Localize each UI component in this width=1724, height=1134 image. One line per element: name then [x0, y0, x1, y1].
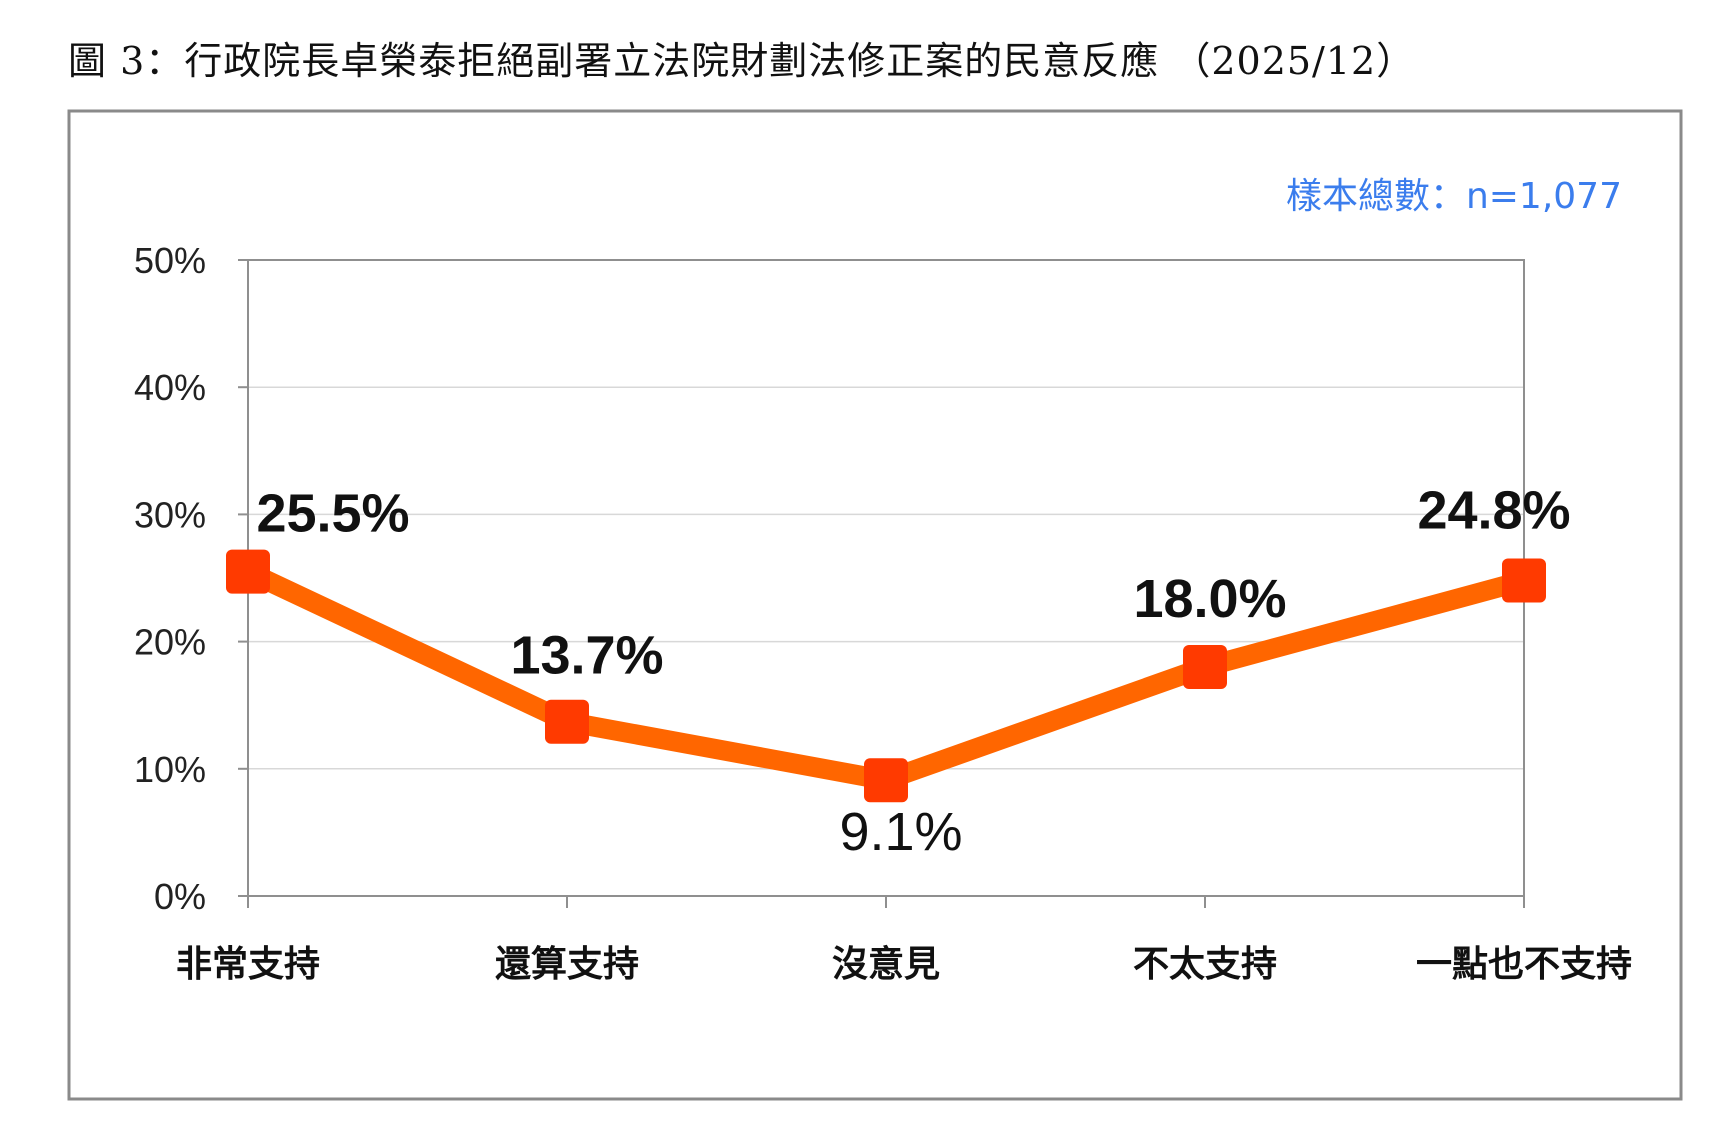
data-point — [1502, 558, 1546, 603]
y-tick-label: 0% — [154, 876, 206, 917]
data-label: 24.8% — [1417, 481, 1570, 541]
sample-size-note: 樣本總數：n=1,077 — [1286, 176, 1622, 217]
data-label: 9.1% — [839, 802, 962, 862]
data-label: 18.0% — [1133, 569, 1286, 629]
data-markers — [226, 549, 1546, 803]
x-category-label: 沒意見 — [832, 944, 940, 985]
y-tick-label: 10% — [134, 749, 206, 790]
data-point — [1183, 645, 1227, 690]
x-axis-tick-marks — [247, 896, 1525, 908]
y-tick-label: 40% — [134, 367, 206, 408]
y-tick-label: 20% — [134, 622, 206, 663]
data-label: 25.5% — [256, 484, 409, 544]
y-axis-ticks: 0% 10% 20% 30% 40% 50% — [134, 240, 248, 917]
y-tick-label: 50% — [134, 240, 206, 281]
x-category-label: 一點也不支持 — [1416, 944, 1632, 985]
data-label: 13.7% — [510, 626, 663, 686]
x-category-label: 還算支持 — [495, 944, 639, 985]
data-point — [864, 758, 908, 803]
x-category-label: 非常支持 — [176, 944, 320, 985]
data-point — [545, 699, 589, 744]
data-labels: 25.5% 13.7% 9.1% 18.0% 24.8% — [256, 481, 1570, 863]
x-axis-categories: 非常支持 還算支持 沒意見 不太支持 一點也不支持 — [176, 944, 1632, 985]
data-point — [226, 549, 270, 594]
y-tick-label: 30% — [134, 494, 206, 535]
figure-title: 圖 3：行政院長卓榮泰拒絕副署立法院財劃法修正案的民意反應 （2025/12） — [68, 39, 1416, 83]
x-category-label: 不太支持 — [1133, 944, 1277, 985]
